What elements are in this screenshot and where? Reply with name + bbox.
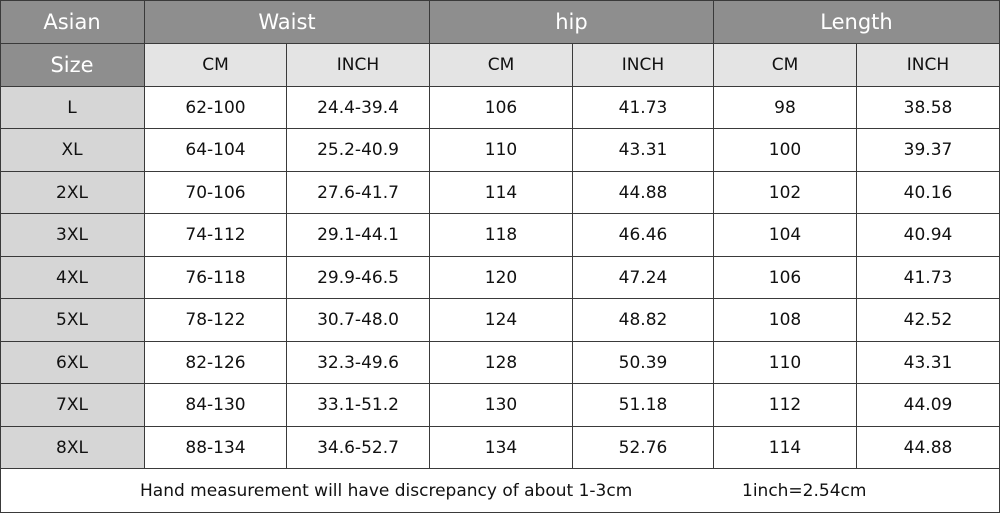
size-cell: 4XL	[0, 257, 145, 299]
footer-text: 1inch=2.54cm	[742, 480, 867, 501]
subheader-cell: Size	[0, 44, 145, 87]
subheader-cell: CM	[145, 44, 287, 87]
value-cell: 120	[430, 257, 573, 299]
footer-text: Hand measurement will have discrepancy o…	[140, 480, 633, 501]
value-cell: 64-104	[145, 129, 287, 172]
value-cell: 41.73	[573, 87, 714, 129]
subheader-cell: INCH	[857, 44, 1000, 87]
value-cell: 106	[714, 257, 857, 299]
value-cell: 48.82	[573, 299, 714, 342]
value-cell: 108	[714, 299, 857, 342]
value-cell: 24.4-39.4	[287, 87, 430, 129]
size-cell: 2XL	[0, 172, 145, 214]
value-cell: 78-122	[145, 299, 287, 342]
value-cell: 46.46	[573, 214, 714, 257]
value-cell: 41.73	[857, 257, 1000, 299]
size-cell: 7XL	[0, 384, 145, 427]
value-cell: 100	[714, 129, 857, 172]
value-cell: 44.88	[573, 172, 714, 214]
value-cell: 84-130	[145, 384, 287, 427]
size-cell: 8XL	[0, 427, 145, 469]
value-cell: 124	[430, 299, 573, 342]
value-cell: 70-106	[145, 172, 287, 214]
header-cell: Asian	[0, 0, 145, 44]
subheader-cell: CM	[430, 44, 573, 87]
value-cell: 51.18	[573, 384, 714, 427]
value-cell: 44.88	[857, 427, 1000, 469]
value-cell: 34.6-52.7	[287, 427, 430, 469]
value-cell: 110	[430, 129, 573, 172]
footer: Hand measurement will have discrepancy o…	[0, 469, 1000, 513]
value-cell: 62-100	[145, 87, 287, 129]
value-cell: 82-126	[145, 342, 287, 384]
subheader-cell: CM	[714, 44, 857, 87]
value-cell: 47.24	[573, 257, 714, 299]
header-cell: hip	[430, 0, 714, 44]
value-cell: 106	[430, 87, 573, 129]
value-cell: 40.94	[857, 214, 1000, 257]
value-cell: 38.58	[857, 87, 1000, 129]
subheader-cell: INCH	[287, 44, 430, 87]
size-cell: 6XL	[0, 342, 145, 384]
value-cell: 52.76	[573, 427, 714, 469]
value-cell: 29.1-44.1	[287, 214, 430, 257]
value-cell: 128	[430, 342, 573, 384]
size-cell: 3XL	[0, 214, 145, 257]
value-cell: 130	[430, 384, 573, 427]
value-cell: 44.09	[857, 384, 1000, 427]
value-cell: 33.1-51.2	[287, 384, 430, 427]
value-cell: 118	[430, 214, 573, 257]
header-cell: Length	[714, 0, 1000, 44]
value-cell: 112	[714, 384, 857, 427]
value-cell: 25.2-40.9	[287, 129, 430, 172]
value-cell: 110	[714, 342, 857, 384]
value-cell: 40.16	[857, 172, 1000, 214]
value-cell: 39.37	[857, 129, 1000, 172]
value-cell: 114	[714, 427, 857, 469]
value-cell: 102	[714, 172, 857, 214]
value-cell: 88-134	[145, 427, 287, 469]
value-cell: 134	[430, 427, 573, 469]
value-cell: 29.9-46.5	[287, 257, 430, 299]
value-cell: 43.31	[573, 129, 714, 172]
value-cell: 114	[430, 172, 573, 214]
value-cell: 27.6-41.7	[287, 172, 430, 214]
size-cell: 5XL	[0, 299, 145, 342]
value-cell: 42.52	[857, 299, 1000, 342]
value-cell: 104	[714, 214, 857, 257]
size-cell: XL	[0, 129, 145, 172]
value-cell: 32.3-49.6	[287, 342, 430, 384]
value-cell: 50.39	[573, 342, 714, 384]
subheader-cell: INCH	[573, 44, 714, 87]
value-cell: 43.31	[857, 342, 1000, 384]
size-cell: L	[0, 87, 145, 129]
value-cell: 98	[714, 87, 857, 129]
value-cell: 74-112	[145, 214, 287, 257]
value-cell: 76-118	[145, 257, 287, 299]
header-cell: Waist	[145, 0, 430, 44]
value-cell: 30.7-48.0	[287, 299, 430, 342]
